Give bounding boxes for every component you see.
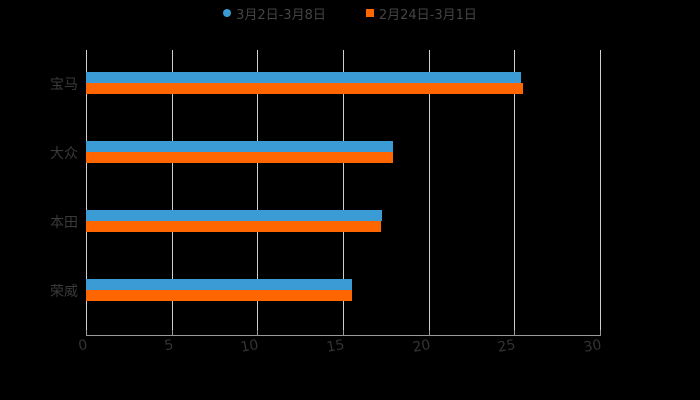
x-tick-label: 15 (325, 337, 346, 356)
x-tick-label: 5 (162, 337, 175, 355)
x-tick (86, 330, 87, 336)
legend-item-series-2[interactable]: 2月24日-3月1日 (365, 4, 477, 23)
x-tick (514, 330, 516, 336)
bar[interactable] (86, 83, 523, 95)
legend-item-series-1[interactable]: 3月2日-3月8日 (223, 4, 326, 23)
x-tick (171, 330, 173, 336)
category-label: 宝马 (50, 77, 78, 94)
gridline (600, 50, 601, 335)
x-tick-label: 30 (582, 337, 603, 356)
gridline (428, 50, 430, 335)
bar[interactable] (86, 278, 352, 290)
x-tick-label: 0 (77, 337, 89, 355)
x-tick-label: 10 (239, 337, 261, 356)
legend-circle-icon (223, 9, 232, 17)
gridline (514, 50, 516, 335)
gridline (257, 50, 259, 335)
x-tick-label: 25 (496, 337, 518, 356)
x-tick-label: 20 (411, 337, 432, 356)
bar[interactable] (86, 209, 383, 221)
gridline (171, 50, 173, 335)
plot-area (86, 50, 601, 335)
category-label: 荣威 (50, 283, 78, 300)
x-tick (428, 330, 430, 336)
gridline (86, 50, 87, 335)
bar[interactable] (86, 72, 522, 84)
legend-square-icon (365, 9, 374, 17)
bar[interactable] (86, 152, 393, 164)
bar[interactable] (86, 141, 393, 153)
bar[interactable] (86, 220, 381, 232)
x-tick (257, 330, 259, 336)
x-tick (600, 330, 601, 336)
category-label: 大众 (50, 146, 78, 163)
bar[interactable] (86, 289, 352, 301)
chart-legend: 3月2日-3月8日 2月24日-3月1日 (0, 4, 700, 23)
legend-label: 3月2日-3月8日 (236, 7, 326, 23)
gridline (343, 50, 344, 335)
x-tick (343, 330, 344, 336)
category-label: 本田 (50, 214, 78, 231)
legend-label: 2月24日-3月1日 (378, 7, 477, 23)
